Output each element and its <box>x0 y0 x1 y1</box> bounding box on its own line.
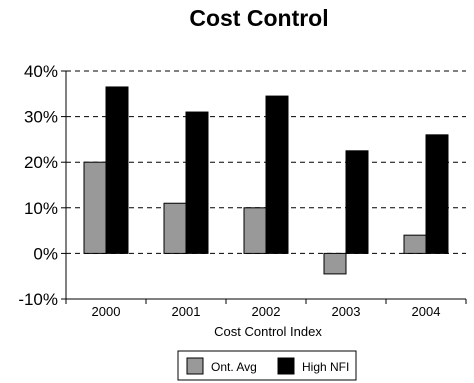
legend-label-ont-avg: Ont. Avg <box>211 360 257 374</box>
legend-label-high-nfi: High NFI <box>302 360 349 374</box>
bar-ont-avg-2002 <box>243 207 267 254</box>
y-tick-label-2: 10% <box>24 199 58 218</box>
bar-high-nfi-2001 <box>185 111 209 254</box>
x-tick-label-2002: 2002 <box>252 304 281 319</box>
x-tick-label-2003: 2003 <box>332 304 361 319</box>
bar-ont-avg-2000 <box>83 161 107 254</box>
y-tick-label-0: -10% <box>18 290 58 309</box>
x-tick-label-2004: 2004 <box>412 304 441 319</box>
bar-ont-avg-2001 <box>163 202 187 254</box>
legend-swatch-ont-avg <box>186 357 204 375</box>
bar-high-nfi-2000 <box>105 86 129 254</box>
x-tick-labels: 2000 2001 2002 2003 2004 <box>92 304 441 319</box>
x-tick-label-2001: 2001 <box>172 304 201 319</box>
bars <box>83 86 449 275</box>
y-tick-labels: -10% 0% 10% 20% 30% 40% <box>18 62 58 309</box>
y-tick-label-1: 0% <box>33 244 58 263</box>
bar-high-nfi-2002 <box>265 95 289 254</box>
y-tick-label-5: 40% <box>24 62 58 81</box>
y-tick-label-4: 30% <box>24 108 58 127</box>
bar-high-nfi-2003 <box>345 150 369 254</box>
x-tick-label-2000: 2000 <box>92 304 121 319</box>
bar-ont-avg-2003 <box>323 252 347 275</box>
legend: Ont. Avg High NFI <box>177 350 357 381</box>
x-axis-label: Cost Control Index <box>214 324 322 339</box>
chart-title: Cost Control <box>189 5 328 31</box>
legend-box <box>177 350 357 381</box>
y-tick-label-3: 20% <box>24 153 58 172</box>
bar-ont-avg-2004 <box>403 234 427 254</box>
legend-swatch-high-nfi <box>277 357 295 375</box>
axes <box>61 70 467 304</box>
bar-high-nfi-2004 <box>425 134 449 254</box>
